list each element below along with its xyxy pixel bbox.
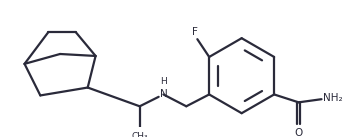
Text: F: F bbox=[192, 27, 197, 37]
Text: CH₃: CH₃ bbox=[131, 132, 148, 137]
Text: O: O bbox=[295, 128, 303, 137]
Text: NH₂: NH₂ bbox=[323, 93, 343, 103]
Text: N: N bbox=[160, 89, 167, 99]
Text: H: H bbox=[160, 77, 167, 86]
